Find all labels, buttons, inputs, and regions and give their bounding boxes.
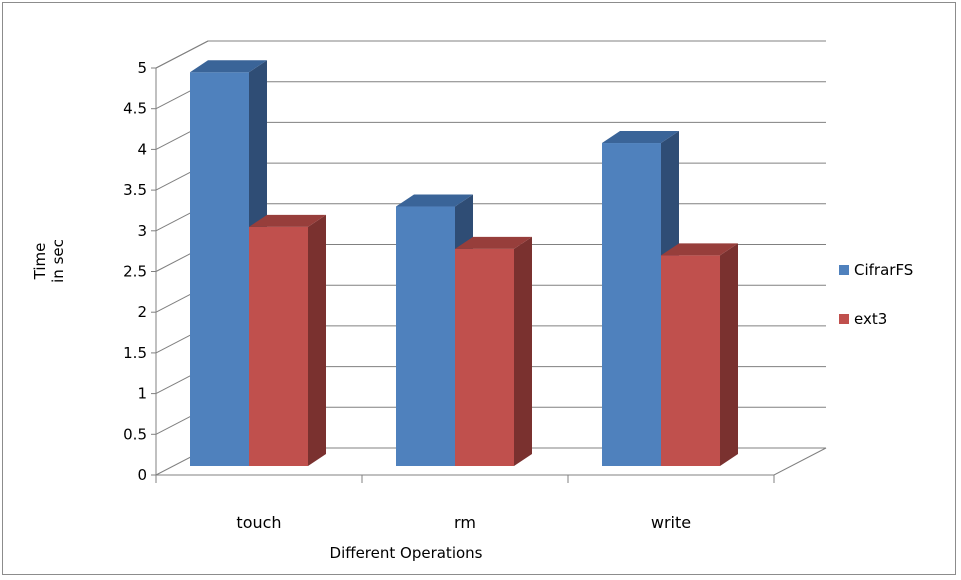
y-tick-label: 0: [137, 466, 147, 484]
x-tick-label-rm: rm: [454, 513, 476, 532]
y-tick-label: 4.5: [123, 100, 147, 118]
y-tick-label: 1: [137, 385, 147, 403]
x-tick-label-touch: touch: [236, 513, 281, 532]
x-axis-labels: touch rm write: [236, 513, 691, 532]
y-tick-label: 3.5: [123, 181, 147, 199]
bar-rm-ext3: [455, 236, 532, 466]
legend-label-ext3: ext3: [854, 310, 887, 328]
x-axis-title: Different Operations: [330, 544, 483, 562]
legend-label-cifrarfs: CifrarFS: [854, 261, 913, 279]
bar-side: [720, 243, 738, 466]
y-tick-label: 5: [137, 59, 147, 77]
bar-front: [190, 72, 249, 467]
y-tick-label: 4: [137, 140, 147, 158]
bar-front: [602, 143, 661, 466]
bar-top: [602, 131, 679, 144]
y-tick-label: 0.5: [123, 425, 147, 443]
bar-front: [661, 255, 720, 466]
y-tick-label: 2: [137, 303, 147, 321]
y-tick-label: 1.5: [123, 344, 147, 362]
y-axis-title-line-1: Time: [31, 243, 49, 281]
legend: CifrarFS ext3: [839, 261, 913, 328]
bar-front: [396, 206, 455, 466]
bar-write-ext3: [661, 243, 738, 466]
bar-touch-ext3: [249, 214, 326, 466]
bar-top: [249, 214, 326, 227]
bars: [190, 60, 738, 467]
bar-top: [661, 243, 738, 256]
bar-front: [455, 248, 514, 466]
bar-front: [249, 226, 308, 466]
y-tick-label: 2.5: [123, 263, 147, 281]
gridline-diagonal: [155, 40, 209, 69]
bar-top: [455, 236, 532, 249]
x-tick-label-write: write: [651, 513, 691, 532]
y-axis-title: Time in sec: [31, 239, 67, 283]
bar-top: [190, 60, 267, 73]
bar-side: [514, 236, 532, 466]
y-axis-ticks: 0 0.5 1 1.5 2 2.5 3 3.5 4 4.5 5: [123, 59, 156, 484]
bar-side: [308, 214, 326, 466]
bar-top: [396, 194, 473, 207]
legend-swatch-ext3: [839, 314, 849, 324]
y-tick-label: 3: [137, 222, 147, 240]
legend-swatch-cifrarfs: [839, 265, 849, 275]
x-axis: [155, 475, 775, 483]
y-axis-title-line-2: in sec: [49, 239, 67, 283]
bar-chart: 0 0.5 1 1.5 2 2.5 3 3.5 4 4.5 5 touch rm write Diffe…: [31, 40, 913, 562]
